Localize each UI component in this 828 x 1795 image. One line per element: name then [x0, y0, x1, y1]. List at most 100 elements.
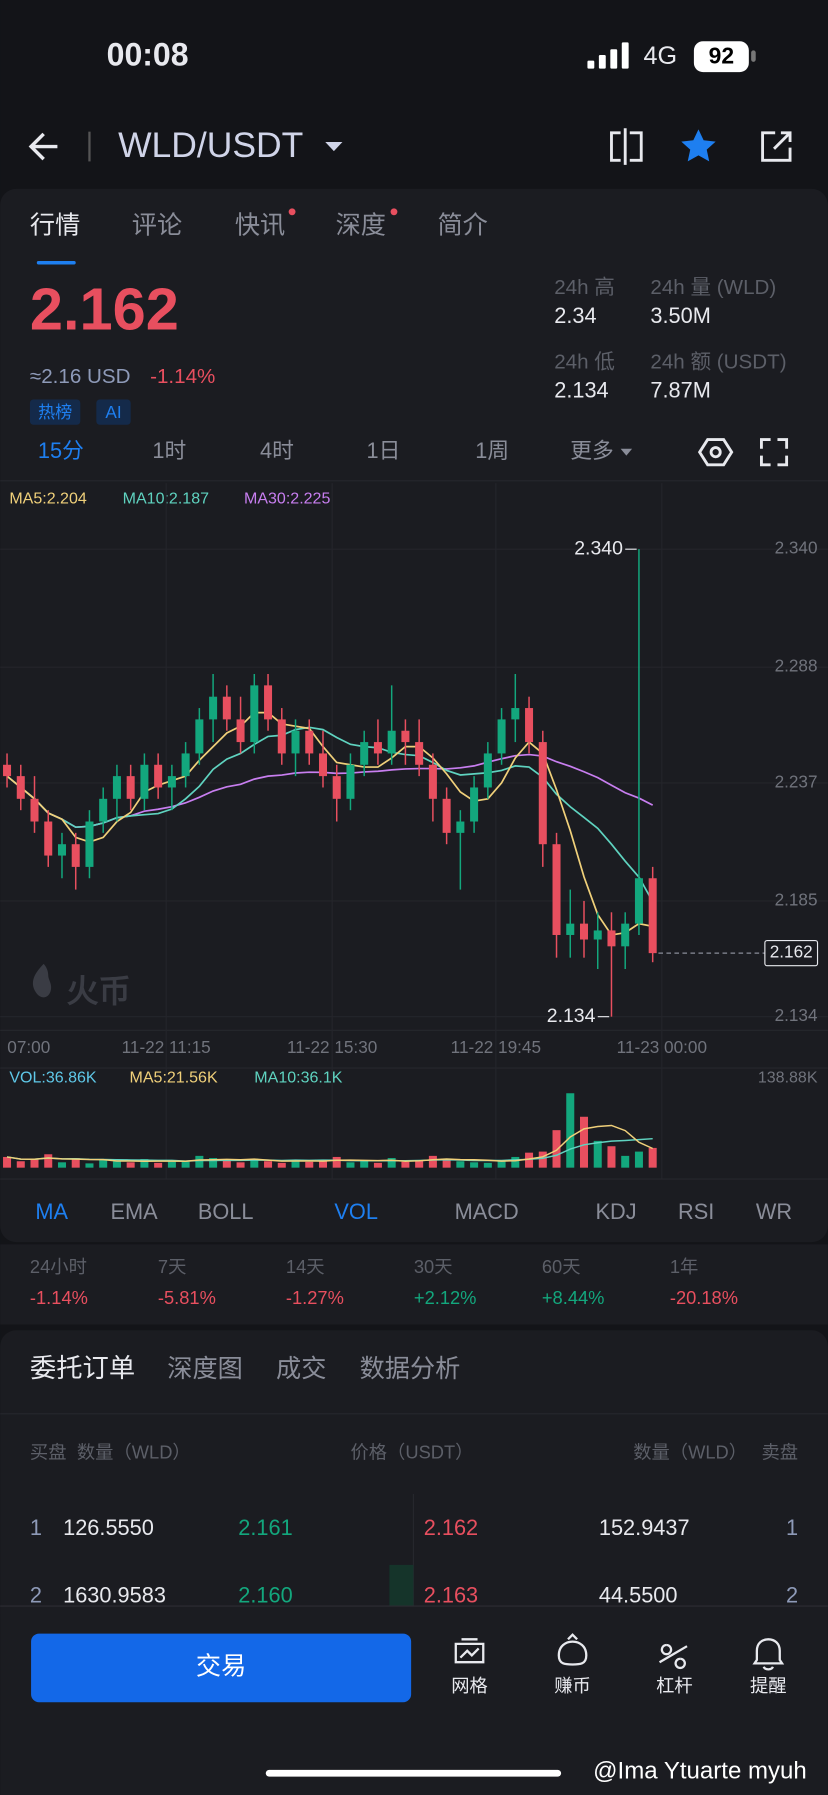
candle-body — [360, 742, 369, 765]
stat-label: 24h 量 (WLD) — [650, 276, 776, 299]
tab[interactable]: 行情 — [30, 211, 80, 239]
volume-bar — [607, 1146, 616, 1168]
vol-max-label: 138.88K — [758, 1069, 818, 1087]
interval[interactable]: 1时 — [152, 438, 186, 463]
x-tick-label: 11-22 15:30 — [287, 1037, 377, 1057]
candle-body — [579, 923, 589, 940]
action-icons — [454, 1633, 785, 1671]
indicator-tab[interactable]: KDJ — [596, 1199, 637, 1224]
candle-body — [497, 719, 506, 754]
interval[interactable]: 1周 — [475, 438, 509, 463]
pair-title[interactable]: WLD/USDT — [118, 125, 303, 165]
volume-bar — [525, 1152, 534, 1168]
interval[interactable]: 1日 — [366, 438, 400, 463]
indicator-tab[interactable]: EMA — [111, 1199, 159, 1224]
volume-bar — [332, 1156, 341, 1168]
indicator-tab[interactable]: MA — [35, 1199, 68, 1224]
share-icon[interactable] — [761, 131, 792, 162]
volume-bar — [415, 1160, 424, 1168]
volume-ma-line — [6, 1124, 653, 1162]
favorite-icon[interactable] — [681, 129, 716, 162]
volume-bar — [71, 1158, 80, 1168]
logo — [32, 963, 52, 998]
pair-dropdown[interactable] — [325, 141, 343, 152]
trade-button[interactable] — [31, 1633, 412, 1703]
volume-bar — [428, 1155, 437, 1168]
indicator-tab[interactable]: WR — [756, 1199, 792, 1224]
candle-body — [593, 930, 602, 940]
tab-indicator — [36, 261, 76, 265]
order-cell: 44.5500 — [599, 1583, 678, 1608]
trade-button-label[interactable]: 交易 — [196, 1653, 246, 1681]
volume-bar — [140, 1159, 149, 1168]
indicator-tab[interactable]: VOL — [334, 1199, 378, 1224]
earn-icon[interactable] — [557, 1633, 588, 1666]
network: 4G — [644, 42, 678, 70]
back-button[interactable] — [28, 132, 58, 161]
period-change: -1.27% — [286, 1287, 344, 1308]
leverage-icon[interactable] — [658, 1643, 688, 1669]
action-label[interactable]: 杠杆 — [656, 1675, 693, 1696]
vol-legend: MA5:21.56K — [130, 1069, 218, 1087]
volume-bar — [126, 1162, 135, 1168]
clock: 00:08 — [107, 37, 189, 73]
candle-body — [442, 798, 451, 833]
tag[interactable]: AI — [105, 402, 121, 422]
price-change: -1.14% — [150, 365, 215, 388]
tab[interactable]: 深度 — [336, 211, 386, 239]
period-label: 7天 — [158, 1256, 186, 1277]
tag-bg — [29, 399, 81, 425]
y-tick-label: 2.237 — [775, 771, 818, 791]
candle-body — [428, 764, 437, 799]
tab[interactable]: 快讯 — [235, 211, 285, 239]
volume-bar — [222, 1160, 231, 1168]
battery-tip — [751, 50, 756, 62]
indicator-tab[interactable]: BOLL — [198, 1199, 254, 1224]
x-tick-label: 11-22 19:45 — [451, 1037, 541, 1057]
candle-body — [181, 753, 190, 777]
action-label[interactable]: 赚币 — [554, 1675, 591, 1696]
order-tab[interactable]: 数据分析 — [360, 1355, 461, 1383]
tab[interactable]: 简介 — [437, 211, 487, 239]
settings-icon[interactable] — [697, 438, 734, 467]
alert-icon[interactable] — [752, 1638, 785, 1671]
compare-icon[interactable] — [610, 128, 643, 165]
period-label: 30天 — [414, 1256, 453, 1277]
x-tick-label: 11-22 11:15 — [122, 1037, 211, 1057]
candle-body — [277, 719, 286, 754]
indicator-tab[interactable]: MACD — [455, 1199, 519, 1224]
period-label: 60天 — [542, 1256, 581, 1277]
order-tab[interactable]: 深度图 — [167, 1355, 243, 1383]
badge-dot — [390, 208, 398, 216]
candle-body — [57, 844, 66, 856]
volume-bar — [181, 1161, 190, 1168]
candle-body — [126, 776, 135, 799]
interval[interactable]: 15分 — [38, 438, 84, 463]
order-tab[interactable]: 成交 — [276, 1355, 326, 1383]
tag[interactable]: 热榜 — [38, 402, 72, 422]
order-tab[interactable]: 委托订单 — [30, 1353, 135, 1383]
volume-bar — [277, 1162, 286, 1168]
order-cell: 2 — [786, 1583, 798, 1608]
interval[interactable]: 更多 — [570, 438, 614, 463]
fullscreen-icon[interactable] — [760, 438, 789, 467]
watermark: @Ima Ytuarte myuh — [593, 1757, 807, 1784]
indicator-tab[interactable]: RSI — [678, 1199, 714, 1224]
action-label[interactable]: 提醒 — [750, 1675, 787, 1696]
order-cell: 126.5550 — [63, 1515, 154, 1540]
volume-bar — [634, 1151, 643, 1168]
candle-body — [483, 753, 492, 788]
column-header: 价格（USDT） — [350, 1442, 473, 1463]
volume-bar — [621, 1155, 630, 1168]
candle-body — [250, 685, 259, 743]
candle-body — [16, 776, 25, 799]
volume-bar — [154, 1162, 163, 1168]
tab[interactable]: 评论 — [132, 211, 182, 239]
order-book: 1 126.5550 2.161 2.162 152.9437 1 2 1630.9583 2.… — [30, 1515, 798, 1608]
interval[interactable]: 4时 — [260, 438, 294, 463]
action-label[interactable]: 网格 — [451, 1675, 488, 1696]
grid-icon[interactable] — [454, 1638, 485, 1664]
